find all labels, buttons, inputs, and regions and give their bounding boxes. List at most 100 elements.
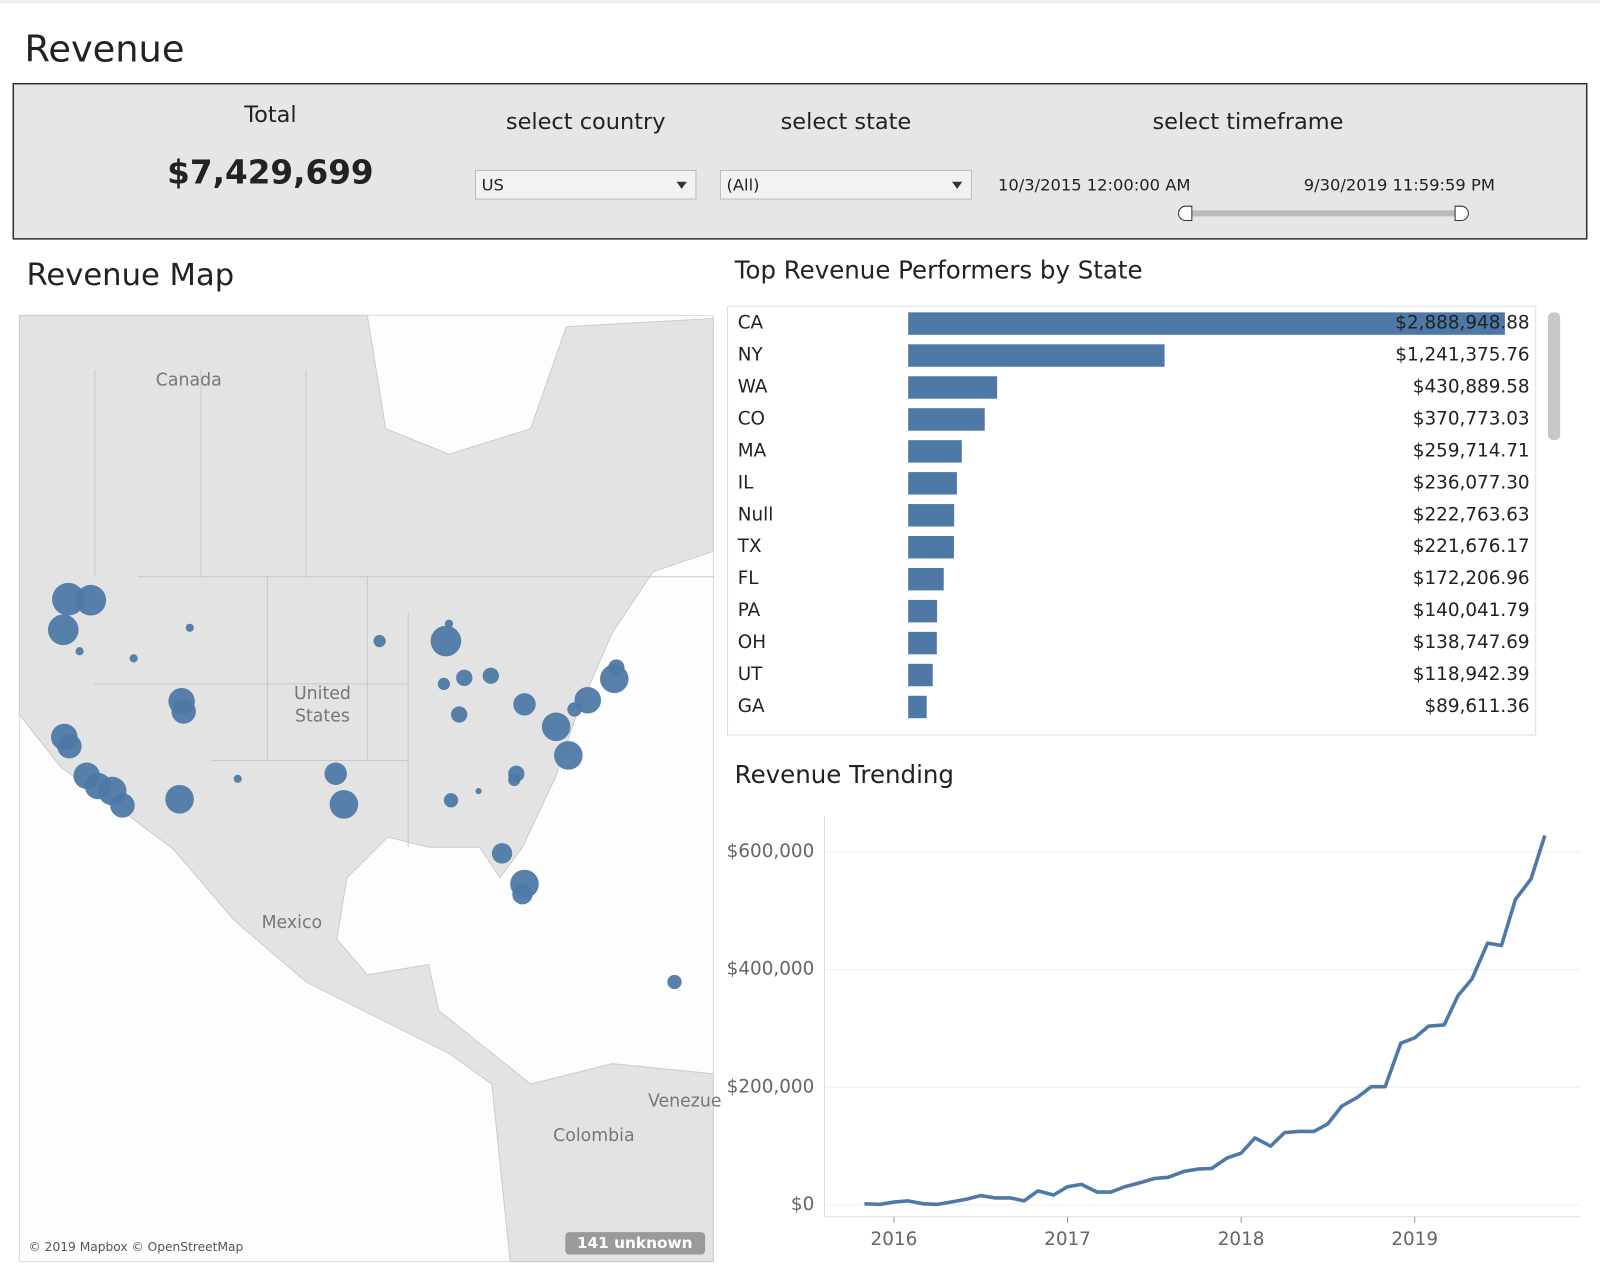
category-label: CA [738, 313, 764, 334]
value-label: $2,888,948.88 [1395, 313, 1529, 334]
dropdown-box[interactable] [719, 169, 972, 200]
value-label: $222,763.63 [1413, 504, 1530, 525]
bar [908, 312, 1505, 335]
map-bubble [482, 667, 499, 684]
slider-track[interactable] [1185, 210, 1462, 217]
bar [908, 408, 985, 431]
map-bubble [329, 790, 359, 819]
timeframe-end: 9/30/2019 11:59:59 PM [1304, 175, 1495, 194]
state-label: select state [781, 109, 912, 135]
map-bubble [443, 793, 459, 808]
category-label: WA [738, 376, 768, 397]
map-bubble [667, 974, 682, 990]
country-dropdown[interactable]: US [475, 169, 697, 200]
map-label: Colombia [553, 1126, 634, 1146]
total-value: $7,429,699 [167, 154, 373, 192]
map-bubble [512, 883, 533, 905]
unknown-count[interactable]: 141 unknown [577, 1234, 693, 1252]
bar [908, 472, 957, 495]
slider-handle[interactable] [1454, 205, 1469, 221]
dashboard-title: Revenue [24, 28, 184, 71]
map-bubble [373, 634, 386, 648]
value-label: $138,747.69 [1413, 632, 1530, 653]
map-bubble [513, 693, 536, 716]
map-bubble [57, 733, 82, 759]
map-title: Revenue Map [27, 258, 235, 293]
top-bar [0, 0, 1600, 4]
map-bubble [52, 582, 85, 616]
map-bubble [430, 625, 462, 657]
bar [908, 344, 1165, 367]
value-label: $236,077.30 [1413, 472, 1530, 493]
hudson-bay [387, 321, 521, 434]
category-label: OH [738, 632, 766, 653]
map-bubble [185, 623, 194, 632]
map-label: Venezue [648, 1091, 722, 1111]
state-dropdown[interactable]: (All) [719, 169, 972, 200]
country-value[interactable]: US [482, 175, 504, 194]
map-bubble [75, 647, 84, 656]
line-chart: $0 $200,000 $400,000 $600,000 2016 2017 2018 20… [727, 816, 1580, 1250]
land [18, 314, 714, 1263]
dropdown-box[interactable] [475, 169, 697, 200]
scrollbar[interactable] [1547, 312, 1561, 440]
y-tick-label: $600,000 [727, 841, 815, 862]
timeframe-start: 10/3/2015 12:00:00 AM [998, 175, 1190, 194]
total-label: Total [243, 102, 296, 128]
bar [908, 536, 954, 559]
y-tick-label: $200,000 [727, 1076, 815, 1097]
map-bubble [451, 706, 468, 723]
category-label: PA [738, 600, 761, 621]
category-label: GA [738, 696, 765, 717]
unknown-badge[interactable] [565, 1232, 706, 1255]
state-value[interactable]: (All) [727, 175, 760, 194]
dropdown-arrow[interactable] [952, 181, 963, 189]
map: Canada United States Mexico Venezue Colo… [18, 314, 722, 1263]
map-bubble [437, 677, 450, 691]
bar-title: Top Revenue Performers by State [734, 256, 1143, 285]
map-bubble [600, 664, 629, 694]
category-label: NY [738, 345, 764, 366]
value-label: $370,773.03 [1413, 408, 1530, 429]
bar [908, 440, 962, 463]
map-label: United [294, 684, 351, 704]
bubbles [47, 582, 682, 990]
y-tick-label: $400,000 [727, 959, 815, 980]
bar [908, 567, 944, 591]
dropdown-arrow[interactable] [676, 181, 687, 189]
map-label: States [295, 707, 350, 727]
category-label: UT [738, 664, 763, 685]
x-tick-label: 2017 [1044, 1229, 1091, 1250]
value-label: $89,611.36 [1424, 696, 1529, 717]
map-label: Canada [156, 371, 222, 391]
map-bubble [47, 614, 79, 646]
map-bubble [165, 784, 194, 814]
bar-chart: CA $2,888,948.88 NY $1,241,375.76 WA $430,889… [737, 312, 1530, 719]
x-tick-label: 2018 [1218, 1229, 1265, 1250]
x-tick-label: 2016 [871, 1229, 918, 1250]
x-tick-label: 2019 [1391, 1229, 1438, 1250]
value-label: $1,241,375.76 [1395, 345, 1529, 366]
value-label: $259,714.71 [1413, 440, 1530, 461]
timeframe-label: select timeframe [1152, 109, 1343, 135]
slider-handle[interactable] [1178, 205, 1193, 221]
map-bubble [554, 741, 583, 770]
map-bubble [541, 712, 571, 742]
map-bubble [233, 774, 242, 783]
category-label: FL [738, 568, 760, 589]
timeframe-slider[interactable] [1178, 205, 1469, 221]
line-title: Revenue Trending [735, 760, 954, 789]
bar-frame [727, 305, 1537, 736]
value-label: $118,942.39 [1413, 664, 1530, 685]
map-bubble [444, 619, 454, 628]
map-bubble [475, 788, 482, 795]
value-label: $172,206.96 [1413, 568, 1530, 589]
bar [908, 376, 998, 399]
map-bubble [574, 686, 602, 714]
bar [908, 504, 955, 527]
y-tick-label: $0 [791, 1194, 814, 1215]
map-bubble [324, 762, 347, 785]
bar [908, 663, 933, 687]
map-bubble [508, 773, 521, 786]
